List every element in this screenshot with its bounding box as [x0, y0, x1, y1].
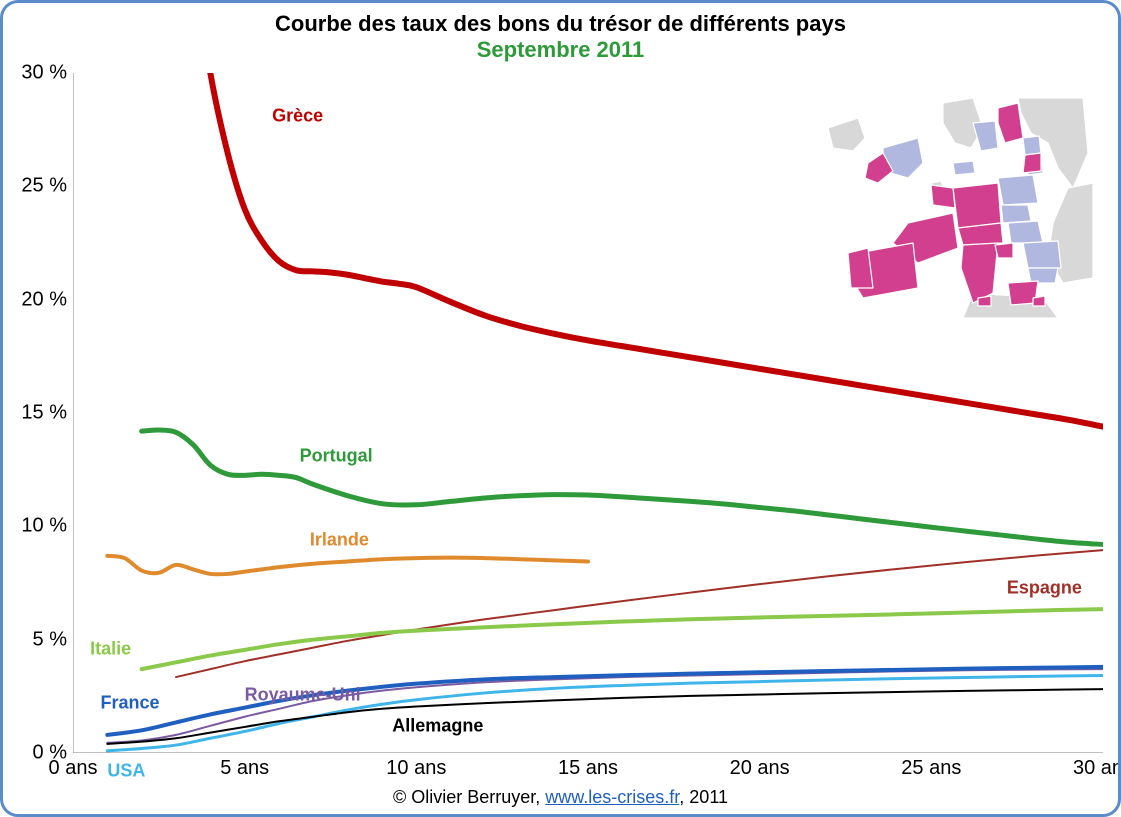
- x-tick-label: 10 ans: [386, 753, 446, 780]
- series-label-france: France: [100, 693, 159, 714]
- source-link[interactable]: www.les-crises.fr: [545, 787, 679, 807]
- series-label-royaume-uni: Royaume-Uni: [245, 685, 361, 706]
- series-label-grece: Grèce: [272, 106, 323, 127]
- x-tick-label: 15 ans: [558, 753, 618, 780]
- x-tick-label: 5 ans: [220, 753, 269, 780]
- series-label-espagne: Espagne: [1007, 577, 1082, 598]
- x-tick-label: 30 ans: [1073, 753, 1121, 780]
- series-italie: [142, 609, 1103, 669]
- chart-frame: Courbe des taux des bons du trésor de di…: [0, 0, 1121, 817]
- source-credit: © Olivier Berruyer, www.les-crises.fr, 2…: [393, 787, 728, 808]
- source-prefix: © Olivier Berruyer,: [393, 787, 545, 807]
- x-tick-label: 20 ans: [730, 753, 790, 780]
- chart-subtitle: Septembre 2011: [3, 37, 1118, 63]
- x-tick-label: 0 ans: [49, 753, 98, 780]
- chart-title: Courbe des taux des bons du trésor de di…: [3, 11, 1118, 37]
- y-tick-label: 30 %: [21, 62, 73, 85]
- series-label-irlande: Irlande: [310, 529, 369, 550]
- y-tick-label: 5 %: [33, 628, 73, 651]
- series-label-allemagne: Allemagne: [392, 715, 483, 736]
- y-tick-label: 10 %: [21, 515, 73, 538]
- series-label-usa: USA: [107, 761, 145, 782]
- y-tick-label: 25 %: [21, 175, 73, 198]
- series-label-portugal: Portugal: [300, 446, 373, 467]
- x-tick-label: 25 ans: [901, 753, 961, 780]
- series-portugal: [142, 430, 1103, 544]
- y-tick-label: 15 %: [21, 402, 73, 425]
- europe-map-svg: [823, 93, 1093, 323]
- source-suffix: , 2011: [679, 787, 728, 807]
- europe-map: [823, 93, 1093, 323]
- y-tick-label: 20 %: [21, 288, 73, 311]
- series-irlande: [107, 556, 588, 575]
- title-block: Courbe des taux des bons du trésor de di…: [3, 11, 1118, 64]
- series-label-italie: Italie: [90, 638, 131, 659]
